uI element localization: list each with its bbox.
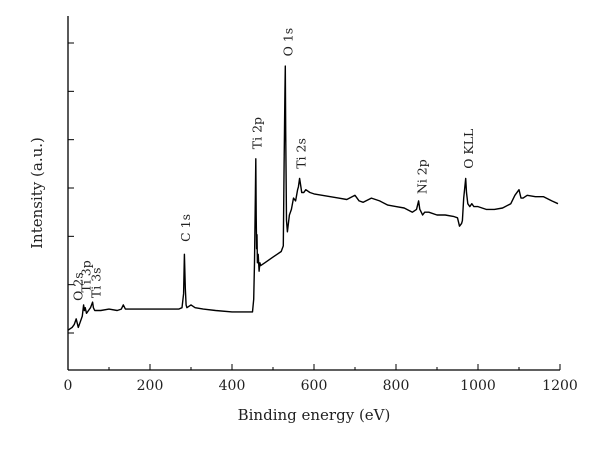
peak-label: O 2s xyxy=(71,272,86,301)
x-axis-title: Binding energy (eV) xyxy=(238,406,391,424)
spectrum-line xyxy=(67,65,559,331)
axes xyxy=(67,16,560,371)
peak-label: Ti 3p xyxy=(79,260,94,292)
peak-label: Ti 2p xyxy=(249,117,264,149)
x-tick-label: 400 xyxy=(219,378,246,394)
x-tick-label: 600 xyxy=(301,378,328,394)
x-tick-label: 1000 xyxy=(460,378,496,394)
y-ticks xyxy=(68,42,74,334)
y-axis-title: Intensity (a.u.) xyxy=(28,137,46,249)
x-tick-label: 800 xyxy=(383,378,410,394)
peak-label: C 1s xyxy=(178,214,193,242)
peak-label: Ti 3s xyxy=(89,267,104,298)
peak-label: Ti 2s xyxy=(294,138,309,169)
peak-label: O KLL xyxy=(461,129,476,169)
peak-label: Ni 2p xyxy=(415,159,430,194)
x-ticks: 0 200 400 600 800 1000 1200 xyxy=(64,364,578,394)
x-tick-label: 0 xyxy=(64,378,73,394)
x-tick-label: 200 xyxy=(137,378,164,394)
x-tick-label: 1200 xyxy=(542,378,578,394)
peak-label: O 1s xyxy=(281,28,296,57)
